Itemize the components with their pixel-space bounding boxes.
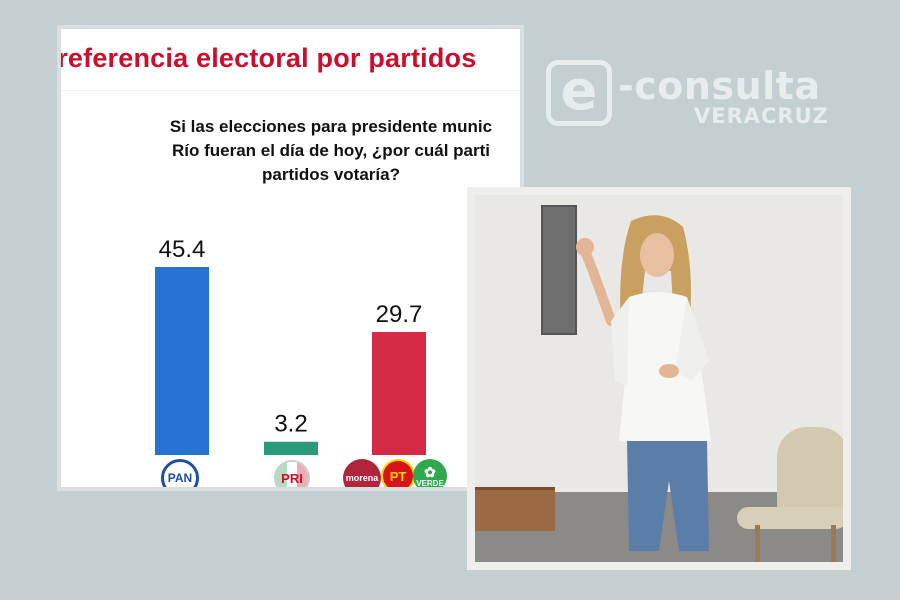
pri-logo-text: PRI (281, 470, 303, 486)
morena-logo-text: morena (345, 472, 379, 483)
pri-logo-icon: PRI (274, 460, 310, 487)
watermark-brand: -consulta (618, 64, 821, 108)
bar-pri (264, 441, 318, 455)
chair-seat (737, 507, 843, 529)
chair-leg (755, 525, 760, 562)
verde-logo-text: VERDE (416, 478, 444, 488)
pan-logo-icon: PAN (161, 459, 199, 487)
pt-logo-icon: PT (381, 459, 415, 487)
wooden-bench (475, 487, 555, 531)
bar-morena-pt-verde (372, 332, 426, 455)
bar-value-label: 3.2 (274, 411, 307, 438)
bar-pan (155, 267, 209, 455)
e-consulta-logo-icon: e (546, 60, 612, 126)
verde-logo-icon: ✿ VERDE (413, 459, 447, 488)
woman-figure (576, 215, 711, 551)
watermark-region: VERACRUZ (694, 104, 829, 128)
chair-leg (831, 525, 836, 562)
bar-chart: 45.43.229.77.8 (155, 236, 520, 455)
pt-logo-text: PT (389, 468, 407, 484)
bar-value-label: 29.7 (376, 301, 423, 328)
bar-value-label: 45.4 (159, 236, 206, 263)
chair-back (777, 427, 843, 515)
chart-title: Preferencia electoral por partidos (60, 43, 477, 73)
chart-card: Preferencia electoral por partidos Si la… (60, 28, 521, 488)
title-band (61, 29, 520, 91)
pan-logo-text: PAN (167, 471, 193, 485)
e-consulta-watermark: e -consulta VERACRUZ (546, 58, 846, 138)
morena-logo-icon: morena (343, 459, 381, 487)
survey-question: Si las elecciones para presidente munic … (169, 117, 493, 184)
photo-of-woman-speaking (467, 187, 851, 570)
electrical-panel (541, 205, 577, 335)
